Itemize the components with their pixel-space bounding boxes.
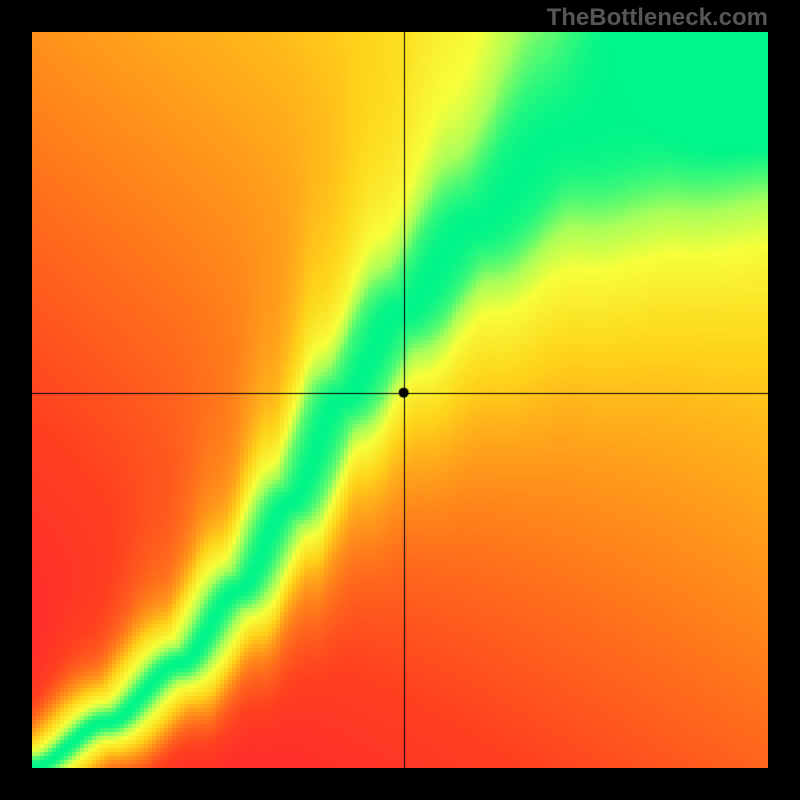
watermark-text: TheBottleneck.com bbox=[547, 4, 768, 32]
bottleneck-heatmap bbox=[32, 32, 768, 768]
chart-container: TheBottleneck.com bbox=[0, 0, 800, 800]
